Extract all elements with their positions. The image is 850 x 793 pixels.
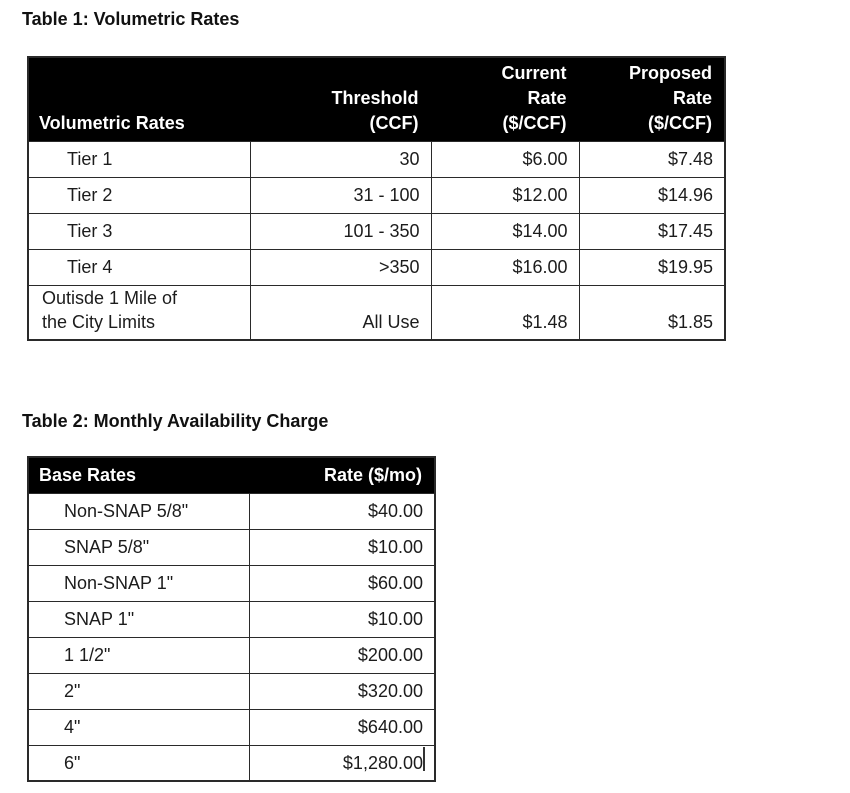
cell-threshold[interactable]: 30 [249,140,432,178]
cell-rate[interactable]: $200.00 [248,636,436,674]
table-row-2-inch: 2" $320.00 [27,672,436,710]
cell-proposed-rate[interactable]: $7.48 [578,140,726,178]
table-row-6-inch: 6" $1,280.00 [27,744,436,782]
cell-rate[interactable]: $320.00 [248,672,436,710]
cell-meter-size[interactable]: SNAP 5/8" [27,528,250,566]
table-row-non-snap-58: Non-SNAP 5/8" $40.00 [27,492,436,530]
cell-meter-size[interactable]: SNAP 1" [27,600,250,638]
cell-rate[interactable]: $640.00 [248,708,436,746]
cell-threshold[interactable]: 101 - 350 [249,212,432,250]
column-header-current-rate[interactable]: Current Rate ($/CCF) [430,56,580,142]
cell-tier-label[interactable]: Tier 2 [27,176,251,214]
column-header-threshold[interactable]: Threshold (CCF) [249,56,432,142]
cell-threshold[interactable]: All Use [249,284,432,340]
table-row-tier-2: Tier 2 31 - 100 $12.00 $14.96 [27,176,726,214]
cell-proposed-rate[interactable]: $17.45 [578,212,726,250]
cell-current-rate[interactable]: $1.48 [430,284,580,340]
table1-title[interactable]: Table 1: Volumetric Rates [22,9,240,29]
table-row-1-5-inch: 1 1/2" $200.00 [27,636,436,674]
cell-meter-size[interactable]: 1 1/2" [27,636,250,674]
cell-tier-label[interactable]: Tier 1 [27,140,251,178]
table-row-snap-1: SNAP 1" $10.00 [27,600,436,638]
cell-rate[interactable]: $40.00 [248,492,436,530]
cell-proposed-rate[interactable]: $19.95 [578,248,726,286]
table-row-tier-1: Tier 1 30 $6.00 $7.48 [27,140,726,178]
table-row-tier-3: Tier 3 101 - 350 $14.00 $17.45 [27,212,726,250]
cell-rate[interactable]: $10.00 [248,600,436,638]
column-header-proposed-rate[interactable]: Proposed Rate ($/CCF) [578,56,726,142]
table-header-row: Base Rates Rate ($/mo) [27,456,436,494]
cell-meter-size[interactable]: 2" [27,672,250,710]
cell-tier-label[interactable]: Outisde 1 Mile of the City Limits [27,284,251,340]
cell-meter-size[interactable]: Non-SNAP 1" [27,564,250,602]
table-row-snap-58: SNAP 5/8" $10.00 [27,528,436,566]
column-header-base-rates[interactable]: Base Rates [27,456,250,494]
cell-tier-label[interactable]: Tier 4 [27,248,251,286]
cell-tier-label[interactable]: Tier 3 [27,212,251,250]
cell-current-rate[interactable]: $6.00 [430,140,580,178]
volumetric-rates-table: Volumetric Rates Threshold (CCF) Current… [27,56,726,341]
availability-charge-table: Base Rates Rate ($/mo) Non-SNAP 5/8" $40… [27,456,436,782]
cell-current-rate[interactable]: $14.00 [430,212,580,250]
cell-current-rate[interactable]: $16.00 [430,248,580,286]
cell-proposed-rate[interactable]: $1.85 [578,284,726,340]
table-row-tier-4: Tier 4 >350 $16.00 $19.95 [27,248,726,286]
cell-proposed-rate[interactable]: $14.96 [578,176,726,214]
cell-meter-size[interactable]: 6" [27,744,250,782]
table2-title[interactable]: Table 2: Monthly Availability Charge [22,411,329,431]
table-row-non-snap-1: Non-SNAP 1" $60.00 [27,564,436,602]
cell-rate[interactable]: $60.00 [248,564,436,602]
cell-meter-size[interactable]: 4" [27,708,250,746]
table-row-outside-city-limits: Outisde 1 Mile of the City Limits All Us… [27,284,726,340]
cell-rate[interactable]: $1,280.00 [248,744,436,782]
text-cursor [423,747,425,771]
cell-meter-size[interactable]: Non-SNAP 5/8" [27,492,250,530]
column-header-volumetric-rates[interactable]: Volumetric Rates [27,56,251,142]
table-header-row: Volumetric Rates Threshold (CCF) Current… [27,56,726,142]
table-row-4-inch: 4" $640.00 [27,708,436,746]
cell-threshold[interactable]: >350 [249,248,432,286]
cell-threshold[interactable]: 31 - 100 [249,176,432,214]
cell-current-rate[interactable]: $12.00 [430,176,580,214]
column-header-rate-mo[interactable]: Rate ($/mo) [248,456,436,494]
cell-rate[interactable]: $10.00 [248,528,436,566]
